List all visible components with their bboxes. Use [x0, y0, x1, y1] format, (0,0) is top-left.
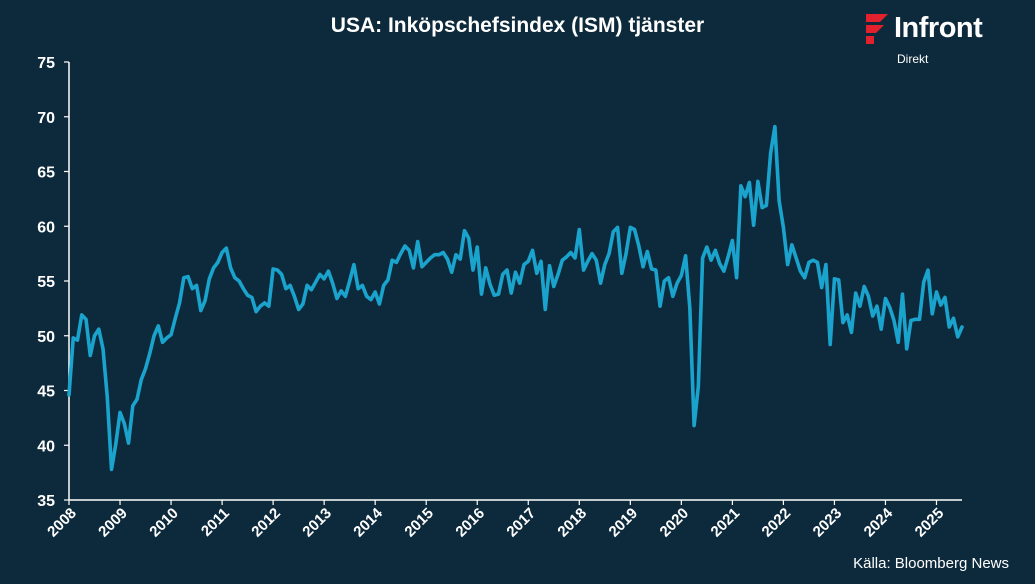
brand-subtitle: Direkt	[897, 52, 929, 66]
x-tick-label: 2014	[350, 504, 386, 540]
y-tick-label: 35	[37, 493, 55, 510]
x-tick-label: 2023	[810, 505, 846, 541]
x-tick-label: 2008	[44, 505, 80, 541]
x-tick-label: 2010	[146, 505, 182, 541]
x-tick-label: 2009	[95, 505, 131, 541]
x-tick-label: 2015	[401, 505, 437, 541]
chart-title: USA: Inköpschefsindex (ISM) tjänster	[330, 14, 705, 37]
x-tick-label: 2011	[198, 505, 233, 540]
series-layer	[67, 124, 964, 472]
x-tick-label: 2025	[912, 505, 948, 541]
y-tick-label: 70	[37, 110, 55, 127]
x-tick-label: 2016	[452, 505, 488, 541]
source-note: Källa: Bloomberg News	[853, 555, 1009, 572]
x-tick-label: 2024	[861, 504, 897, 540]
y-tick-labels: 35 40 45 50 55 60 65 70 75	[37, 55, 55, 510]
infront-mark-icon	[866, 14, 888, 44]
y-tick-label: 50	[37, 329, 55, 346]
x-tick-label: 2017	[503, 505, 539, 541]
x-tick-label: 2021	[708, 505, 744, 541]
x-tick-label: 2020	[657, 505, 693, 541]
axes	[64, 61, 962, 505]
y-tick-label: 40	[37, 438, 55, 455]
brand-logo: Infront Direkt	[866, 12, 1026, 68]
y-tick-label: 45	[37, 384, 55, 401]
y-tick-label: 65	[37, 165, 55, 182]
x-tick-label: 2019	[606, 505, 642, 541]
x-tick-label: 2012	[248, 505, 284, 541]
brand-name: Infront	[894, 12, 983, 44]
x-tick-label: 2022	[759, 505, 795, 541]
x-tick-label: 2018	[554, 505, 590, 541]
x-tick-labels: 2008 2009 2010 2011 2012 2013 2014 2015 2016 2017…	[44, 504, 947, 540]
y-tick-label: 60	[37, 219, 55, 236]
x-tick-label: 2013	[299, 505, 335, 541]
series-line	[67, 124, 964, 472]
y-tick-label: 55	[37, 274, 55, 291]
y-tick-label: 75	[37, 55, 55, 72]
